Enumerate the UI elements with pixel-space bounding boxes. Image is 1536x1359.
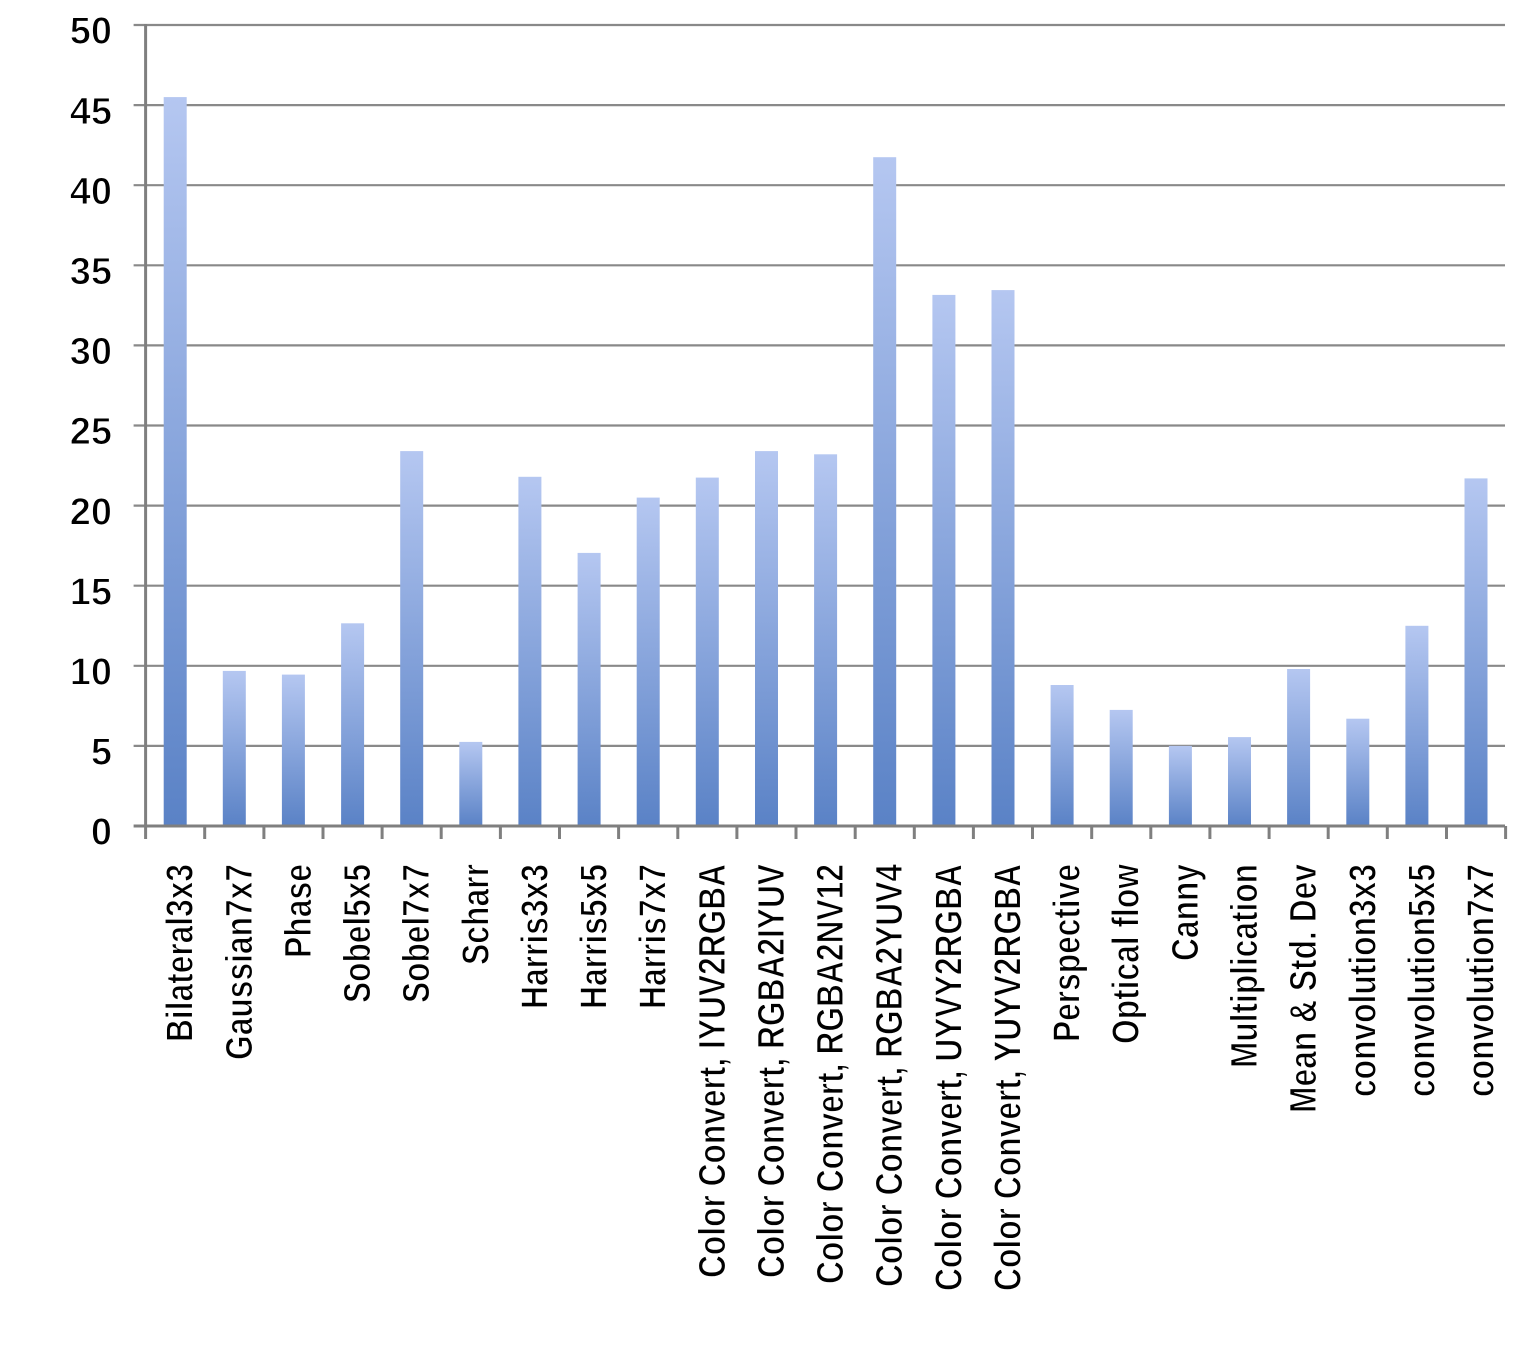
svg-text:Color Convert, YUYV2RGBA: Color Convert, YUYV2RGBA [988,864,1030,1291]
svg-text:10: 10 [70,652,112,694]
svg-text:convolution7x7: convolution7x7 [1461,864,1503,1097]
svg-text:convolution5x5: convolution5x5 [1401,864,1443,1097]
svg-text:Optical flow: Optical flow [1106,864,1148,1044]
svg-text:Gaussian7x7: Gaussian7x7 [219,864,261,1060]
svg-text:Multiplication: Multiplication [1224,864,1266,1068]
svg-text:Harris5x5: Harris5x5 [574,864,616,1009]
svg-text:35: 35 [70,251,112,293]
svg-text:Color Convert, RGBA2NV12: Color Convert, RGBA2NV12 [810,864,852,1284]
svg-text:Bilateral3x3: Bilateral3x3 [160,864,202,1042]
svg-text:Harris3x3: Harris3x3 [514,864,556,1009]
svg-text:Perspective: Perspective [1047,864,1089,1042]
svg-text:25: 25 [70,411,112,453]
svg-text:30: 30 [70,331,112,373]
svg-text:5: 5 [91,732,112,774]
svg-text:convolution3x3: convolution3x3 [1342,864,1384,1097]
svg-text:0: 0 [91,812,112,854]
svg-text:50: 50 [70,11,112,53]
svg-text:15: 15 [70,571,112,613]
svg-text:Phase: Phase [278,864,320,958]
svg-text:Sobel7x7: Sobel7x7 [396,864,438,1003]
svg-text:Sobel5x5: Sobel5x5 [337,864,379,1003]
svg-text:20: 20 [70,491,112,533]
svg-text:Canny: Canny [1165,864,1207,961]
svg-text:Harris7x7: Harris7x7 [633,864,675,1009]
svg-text:40: 40 [70,171,112,213]
svg-text:Color Convert, UYVY2RGBA: Color Convert, UYVY2RGBA [928,864,970,1291]
svg-text:Mean & Std. Dev: Mean & Std. Dev [1283,864,1325,1113]
svg-text:Color Convert, IYUV2RGBA: Color Convert, IYUV2RGBA [692,864,734,1278]
svg-text:Color Convert, RGBA2IYUV: Color Convert, RGBA2IYUV [751,863,793,1278]
svg-text:45: 45 [70,91,112,133]
svg-text:Scharr: Scharr [455,864,497,965]
svg-text:Color Convert, RGBA2YUV4: Color Convert, RGBA2YUV4 [869,864,911,1287]
